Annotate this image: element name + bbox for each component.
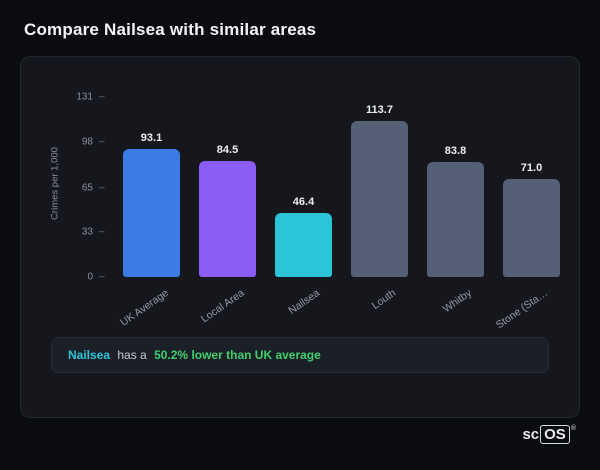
bar-louth[interactable]: 113.7 (351, 104, 408, 277)
y-axis-title: Crimes per 1,000 (49, 147, 61, 220)
chart-card: Crimes per 1,000 93.1 UK Average 84.5 Local… (20, 56, 580, 418)
x-axis-label: Nailsea (286, 287, 323, 317)
bar-value-label: 83.8 (444, 144, 467, 157)
bar-whitby[interactable]: 83.8 (427, 145, 484, 277)
bar-value-label: 84.5 (216, 143, 239, 156)
x-axis-label: UK Average (117, 287, 171, 329)
bar-uk-average[interactable]: 93.1 (123, 132, 180, 277)
logo-boxed-text: OS (540, 425, 570, 444)
y-tick: 0– (87, 271, 105, 283)
y-tick: 131– (76, 91, 105, 103)
scos-logo: sc OS ® (0, 425, 576, 444)
bar-local-area[interactable]: 84.5 (199, 144, 256, 277)
page-title: Compare Nailsea with similar areas (24, 20, 317, 39)
bar-column: 93.1 UK Average (118, 97, 180, 329)
bar-nailsea[interactable]: 46.4 (275, 196, 332, 277)
x-axis-label: Local Area (198, 287, 247, 326)
y-tick: 98– (81, 136, 105, 148)
y-tick: 33– (81, 226, 105, 238)
bars-container: 93.1 UK Average 84.5 Local Area 46.4 Nailsea 1… (117, 97, 560, 331)
plot-area: Crimes per 1,000 93.1 UK Average 84.5 Local… (50, 92, 560, 331)
bar-value-label: 93.1 (140, 132, 163, 145)
registered-trademark-icon: ® (570, 425, 576, 432)
summary-highlight-text: 50.2% lower than UK average (154, 348, 321, 362)
x-axis-label: Stone (Sta… (494, 287, 551, 332)
summary-box: Nailsea has a 50.2% lower than UK averag… (51, 337, 549, 373)
x-axis-label: Whitby (441, 287, 475, 316)
logo-prefix: sc (522, 426, 540, 443)
bar-column: 83.8 Whitby (427, 97, 484, 315)
bar-column: 46.4 Nailsea (275, 97, 332, 317)
x-axis-label: Louth (369, 287, 399, 312)
bar-column: 113.7 Louth (351, 97, 408, 312)
bar-stone-sta[interactable]: 71.0 (503, 162, 560, 277)
bar-chart: Crimes per 1,000 93.1 UK Average 84.5 Local… (50, 92, 560, 331)
bar-column: 84.5 Local Area (199, 97, 256, 325)
bar-value-label: 113.7 (366, 103, 393, 116)
bar-column: 71.0 Stone (Sta… (494, 97, 560, 331)
y-tick: 65– (81, 182, 105, 194)
summary-area-name: Nailsea (68, 348, 111, 362)
bar-value-label: 46.4 (292, 196, 315, 209)
bar-value-label: 71.0 (520, 162, 543, 175)
summary-middle-text: has a (117, 348, 147, 362)
